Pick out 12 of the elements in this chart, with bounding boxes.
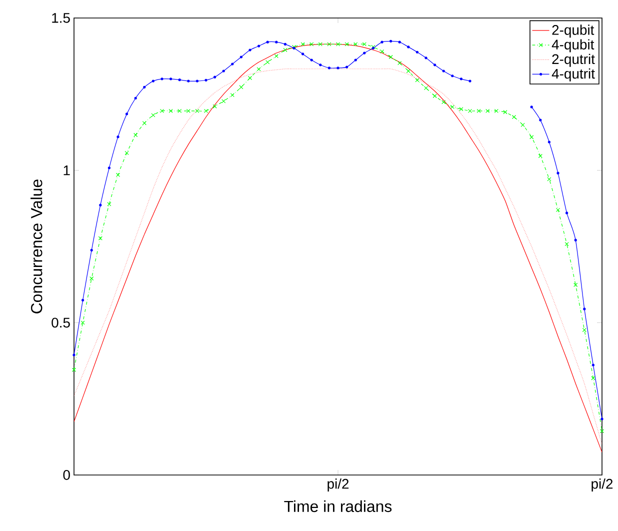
x-tick-label: pi/2 (592, 478, 613, 492)
legend-label: 4-qubit (552, 39, 594, 52)
legend-label: 2-qubit (552, 24, 594, 38)
y-axis-title: Concurrence Value (30, 180, 42, 314)
y-tick-label: 1 (64, 166, 70, 176)
legend-label: 2-qutrit (552, 54, 595, 67)
y-tick-label: 1.5 (52, 13, 70, 23)
y-tick-label: 0 (63, 470, 70, 480)
y-tick-label: 0.5 (52, 318, 70, 328)
x-tick-label: pi/2 (328, 478, 349, 492)
x-axis-title: Time in radians (284, 500, 392, 512)
legend-label: 4-qutrit (552, 68, 595, 82)
